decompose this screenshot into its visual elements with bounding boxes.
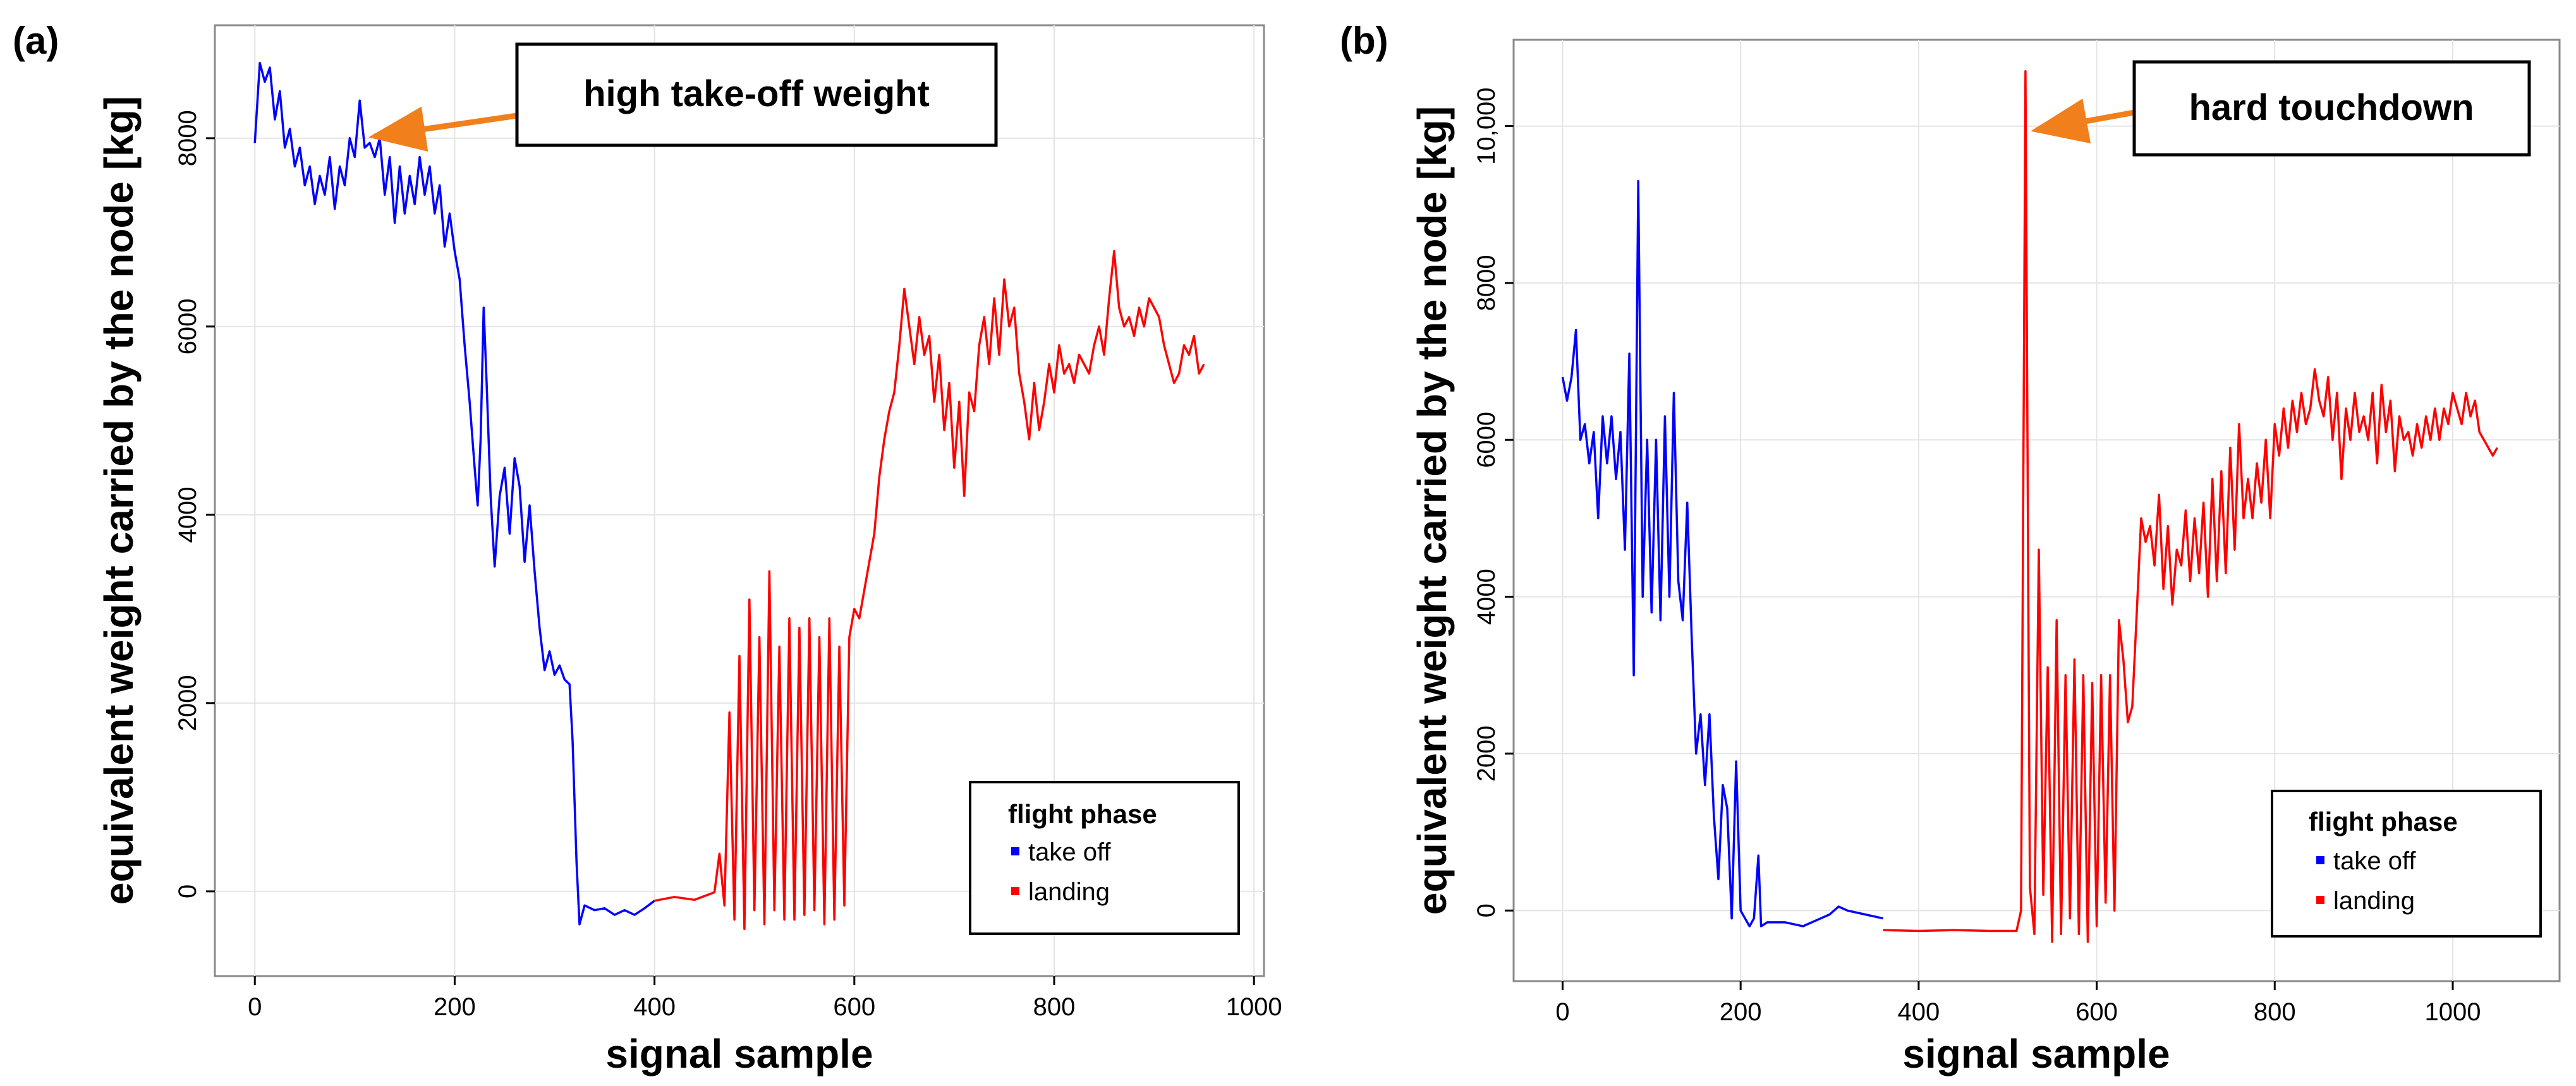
x-tick-label: 600: [833, 993, 875, 1021]
y-tick-label: 8000: [1473, 255, 1500, 311]
plot-area-b: 0 2000 4000 6000 8000 10,000 0 200 400 600 800 100…: [1473, 39, 2561, 1026]
legend-swatch-landing-b: [2316, 896, 2324, 904]
y-tick-label: 4000: [1473, 569, 1500, 625]
x-axis-title-a: signal sample: [605, 1031, 873, 1077]
legend-title-b: flight phase: [2309, 807, 2458, 836]
series-line-takeoff-a: [253, 61, 655, 926]
y-tick-label: 6000: [1473, 412, 1500, 468]
legend-swatch-takeoff-b: [2316, 856, 2324, 864]
y-axis-ticks-a: 0 2000 4000 6000 8000: [174, 110, 215, 898]
x-axis-title-b: signal sample: [1902, 1031, 2170, 1077]
y-tick-label: 0: [174, 884, 202, 898]
series-line-landing-b: [1883, 69, 2498, 943]
legend-label-takeoff-b: take off: [2333, 847, 2416, 875]
legend-label-landing-b: landing: [2333, 887, 2415, 915]
y-tick-label: 2000: [1473, 725, 1500, 781]
legend-a: flight phase take off landing: [969, 781, 1240, 935]
y-axis-title-a: equivalent weight carried by the node [k…: [96, 96, 142, 905]
annotation-arrow-a: [368, 106, 518, 152]
panel-label-a: (a): [13, 20, 59, 62]
x-tick-label: 200: [434, 993, 476, 1021]
legend-swatch-landing-a: [1011, 887, 1019, 895]
x-tick-label: 400: [633, 993, 676, 1021]
annotation-b: hard touchdown: [2031, 60, 2531, 157]
y-axis-title-b: equivalent weight carried by the node [k…: [1409, 106, 1455, 915]
x-tick-label: 800: [1033, 993, 1076, 1021]
panel-b: (b) 0 2000 4000 6000 8000 10,000 0 200 400 600 80…: [1340, 20, 2561, 1077]
y-tick-label: 10,000: [1473, 87, 1500, 164]
x-tick-label: 1000: [1226, 993, 1282, 1021]
x-axis-ticks-a: 0 200 400 600 800 1000: [248, 976, 1282, 1021]
annotation-text-a: high take-off weight: [583, 73, 930, 114]
x-tick-label: 1000: [2424, 998, 2481, 1026]
legend-box-a: [969, 781, 1240, 935]
series-line-landing-a: [654, 250, 1205, 931]
annotation-a: high take-off weight: [368, 42, 998, 152]
annotation-box-a: [515, 42, 998, 147]
y-tick-label: 8000: [174, 110, 202, 166]
y-tick-label: 4000: [174, 486, 202, 543]
legend-b: flight phase take off landing: [2271, 790, 2542, 938]
y-tick-label: 2000: [174, 675, 202, 731]
y-tick-label: 0: [1473, 903, 1500, 917]
annotation-text-b: hard touchdown: [2189, 87, 2474, 128]
x-tick-label: 800: [2254, 998, 2296, 1026]
x-tick-label: 0: [248, 993, 262, 1021]
legend-label-takeoff-a: take off: [1028, 838, 1111, 866]
x-tick-label: 200: [1720, 998, 1762, 1026]
x-axis-ticks-b: 0 200 400 600 800 1000: [1555, 981, 2481, 1026]
y-tick-label: 6000: [174, 298, 202, 354]
x-tick-label: 400: [1897, 998, 1940, 1026]
y-axis-ticks-b: 0 2000 4000 6000 8000 10,000: [1473, 87, 1514, 917]
legend-swatch-takeoff-a: [1011, 847, 1019, 855]
plot-area-a: 0 2000 4000 6000 8000 0 200 400 600 800 1000: [174, 24, 1282, 1021]
x-tick-label: 600: [2075, 998, 2118, 1026]
panel-label-b: (b): [1340, 20, 1388, 62]
legend-label-landing-a: landing: [1028, 878, 1110, 906]
series-line-takeoff-b: [1561, 179, 1883, 927]
annotation-box-b: [2132, 60, 2531, 157]
x-tick-label: 0: [1555, 998, 1569, 1026]
legend-title-a: flight phase: [1008, 799, 1157, 829]
annotation-arrow-b: [2031, 99, 2135, 144]
